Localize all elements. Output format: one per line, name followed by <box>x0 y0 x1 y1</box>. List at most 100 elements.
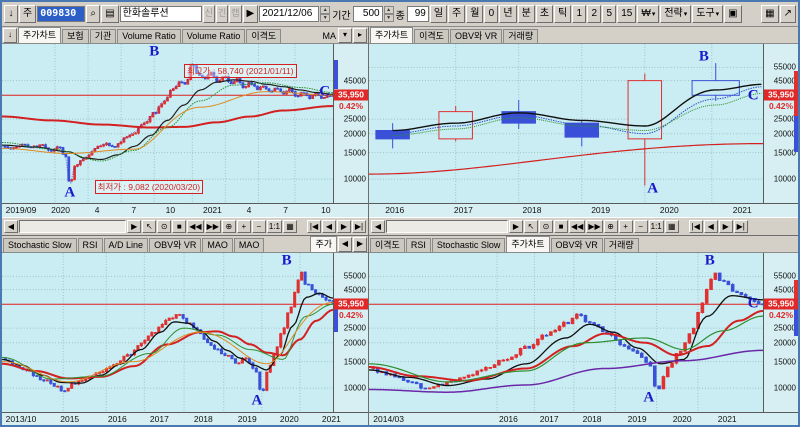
zoom-in-icon[interactable]: + <box>618 220 633 233</box>
flag-long-button[interactable]: 긴 <box>215 5 229 23</box>
next-page-button[interactable]: ▶ <box>718 220 733 233</box>
count-input[interactable]: 99 <box>406 6 429 22</box>
popup-window-icon[interactable]: ↗ <box>779 5 796 23</box>
flag-capture-button[interactable]: 캡 <box>229 5 242 23</box>
chart-scrollbar[interactable] <box>386 220 508 233</box>
timeframe-tick-button[interactable]: 틱 <box>554 5 572 23</box>
tab-6[interactable]: 이격도 <box>246 29 282 43</box>
grid-icon[interactable]: ▦ <box>664 220 679 233</box>
scale-1-1-button[interactable]: 1:1 <box>266 220 282 233</box>
mini-chart-icon[interactable]: ▦ <box>761 5 779 23</box>
flag-credit-button[interactable]: 신 <box>202 5 215 23</box>
tab-scroll-left-button[interactable]: ◀ <box>338 237 352 252</box>
crosshair-icon[interactable]: ⊙ <box>539 220 553 233</box>
scale-1-1-button[interactable]: 1:1 <box>648 220 664 233</box>
date-input[interactable]: 2021/12/06 <box>259 6 320 22</box>
currency-button[interactable]: ₩▾ <box>637 5 660 23</box>
next-page-button[interactable]: ▶ <box>337 220 351 233</box>
date-spinner[interactable]: ▲ ▼ <box>320 6 331 22</box>
timeframe-month-button[interactable]: 월 <box>466 5 484 23</box>
weekly-chart-plot-area[interactable]: A B C 최고가 : 58,740 (2021/01/11) 최저가 : 9,082 … <box>2 44 333 203</box>
tab-4[interactable]: 거래량 <box>503 29 539 43</box>
zoom-in-icon[interactable]: + <box>236 220 251 233</box>
week-period-button[interactable]: 주 <box>19 5 37 23</box>
period-spinner[interactable]: ▲ ▼ <box>383 6 394 22</box>
dropdown-button[interactable]: ↓ <box>4 5 18 23</box>
scroll-right-button[interactable]: ▶ <box>127 220 142 233</box>
stop-icon[interactable]: ■ <box>172 220 187 233</box>
tab-4[interactable]: OBV와 VR <box>149 238 202 252</box>
tab-6[interactable]: 거래량 <box>603 238 639 252</box>
timeframe-zero-button[interactable]: 0 <box>484 5 499 23</box>
tab-4[interactable]: 주가차트 <box>506 236 550 252</box>
minute-5-button[interactable]: 5 <box>602 5 617 23</box>
last-page-button[interactable]: ▶| <box>733 220 748 233</box>
tab-1[interactable]: 주가차트 <box>370 27 414 43</box>
search-icon[interactable]: ⌕ <box>86 5 101 23</box>
timeframe-year-button[interactable]: 년 <box>499 5 517 23</box>
tab-4[interactable]: Volume Ratio <box>117 29 181 43</box>
tab-5[interactable]: MAO <box>202 238 233 252</box>
tab-2[interactable]: RSI <box>77 238 103 252</box>
pan-icon[interactable]: ↖ <box>142 220 157 233</box>
spinner-up-icon[interactable]: ▲ <box>320 6 331 14</box>
monthly-chart-b-plot-area[interactable]: A B C <box>369 253 763 412</box>
spinner-down-icon[interactable]: ▼ <box>383 14 394 22</box>
minute-1-button[interactable]: 1 <box>572 5 587 23</box>
crosshair-icon[interactable]: ⊙ <box>157 220 172 233</box>
tab-scroll-right-button[interactable]: ▸ <box>353 28 367 43</box>
tab-3[interactable]: Stochastic Slow <box>431 238 506 252</box>
stop-icon[interactable]: ■ <box>554 220 568 233</box>
scroll-left-button[interactable]: ◀ <box>4 220 18 233</box>
tab-2[interactable]: 이격도 <box>414 29 449 43</box>
tab-1[interactable]: 주가차트 <box>18 27 62 43</box>
tab-5[interactable]: Volume Ratio <box>181 29 246 43</box>
tab-2[interactable]: 보험 <box>62 29 89 43</box>
tab-1[interactable]: Stochastic Slow <box>3 238 77 252</box>
tab-3[interactable]: A/D Line <box>103 238 149 252</box>
tab-price-partial[interactable]: 주가 <box>310 236 337 252</box>
fast-backward-icon[interactable]: ◀◀ <box>187 220 204 233</box>
tab-6[interactable]: MAO <box>233 238 265 252</box>
scroll-right-button[interactable]: ▶ <box>509 220 523 233</box>
tab-3[interactable]: 기관 <box>89 29 117 43</box>
scroll-left-button[interactable]: ◀ <box>371 220 385 233</box>
tab-5[interactable]: OBV와 VR <box>550 238 603 252</box>
first-page-button[interactable]: |◀ <box>307 220 321 233</box>
timeframe-week-button[interactable]: 주 <box>448 5 466 23</box>
spinner-up-icon[interactable]: ▲ <box>383 6 394 14</box>
fast-backward-icon[interactable]: ◀◀ <box>569 220 586 233</box>
prev-page-button[interactable]: ◀ <box>322 220 336 233</box>
fast-forward-icon[interactable]: ▶▶ <box>586 220 603 233</box>
tab-scroll-button[interactable]: ↓ <box>3 28 17 43</box>
last-page-button[interactable]: ▶| <box>352 220 366 233</box>
period-input[interactable]: 500 <box>352 6 383 22</box>
prev-page-button[interactable]: ◀ <box>703 220 718 233</box>
grid-icon[interactable]: ▦ <box>283 220 297 233</box>
timeframe-day-button[interactable]: 일 <box>429 5 448 23</box>
tab-2[interactable]: RSI <box>405 238 431 252</box>
stock-code-input[interactable]: 009830 <box>37 6 86 22</box>
timeframe-minute-button[interactable]: 분 <box>517 5 535 23</box>
zoom-out-icon[interactable]: − <box>251 220 266 233</box>
spinner-down-icon[interactable]: ▼ <box>320 14 331 22</box>
minute-2-button[interactable]: 2 <box>587 5 602 23</box>
zoom-icon[interactable]: ⊕ <box>221 220 236 233</box>
tab-3[interactable]: OBV와 VR <box>449 29 503 43</box>
stock-list-icon[interactable]: ▤ <box>101 5 119 23</box>
minute-15-button[interactable]: 15 <box>617 5 637 23</box>
pan-icon[interactable]: ↖ <box>524 220 538 233</box>
tab-scroll-right-button[interactable]: ▶ <box>353 237 367 252</box>
tools-button[interactable]: 도구▾ <box>692 5 724 23</box>
strategy-button[interactable]: 전략▾ <box>660 5 692 23</box>
first-page-button[interactable]: |◀ <box>688 220 703 233</box>
zoom-out-icon[interactable]: − <box>633 220 648 233</box>
play-button[interactable]: ▶ <box>242 5 259 23</box>
tab-1[interactable]: 이격도 <box>370 238 405 252</box>
ma-dropdown-button[interactable]: ▾ <box>338 28 352 43</box>
chart-scrollbar[interactable] <box>19 220 127 233</box>
yearly-chart-plot-area[interactable]: A B C <box>369 44 763 203</box>
zoom-icon[interactable]: ⊕ <box>603 220 618 233</box>
chart-style-icon[interactable]: ▣ <box>724 5 742 23</box>
